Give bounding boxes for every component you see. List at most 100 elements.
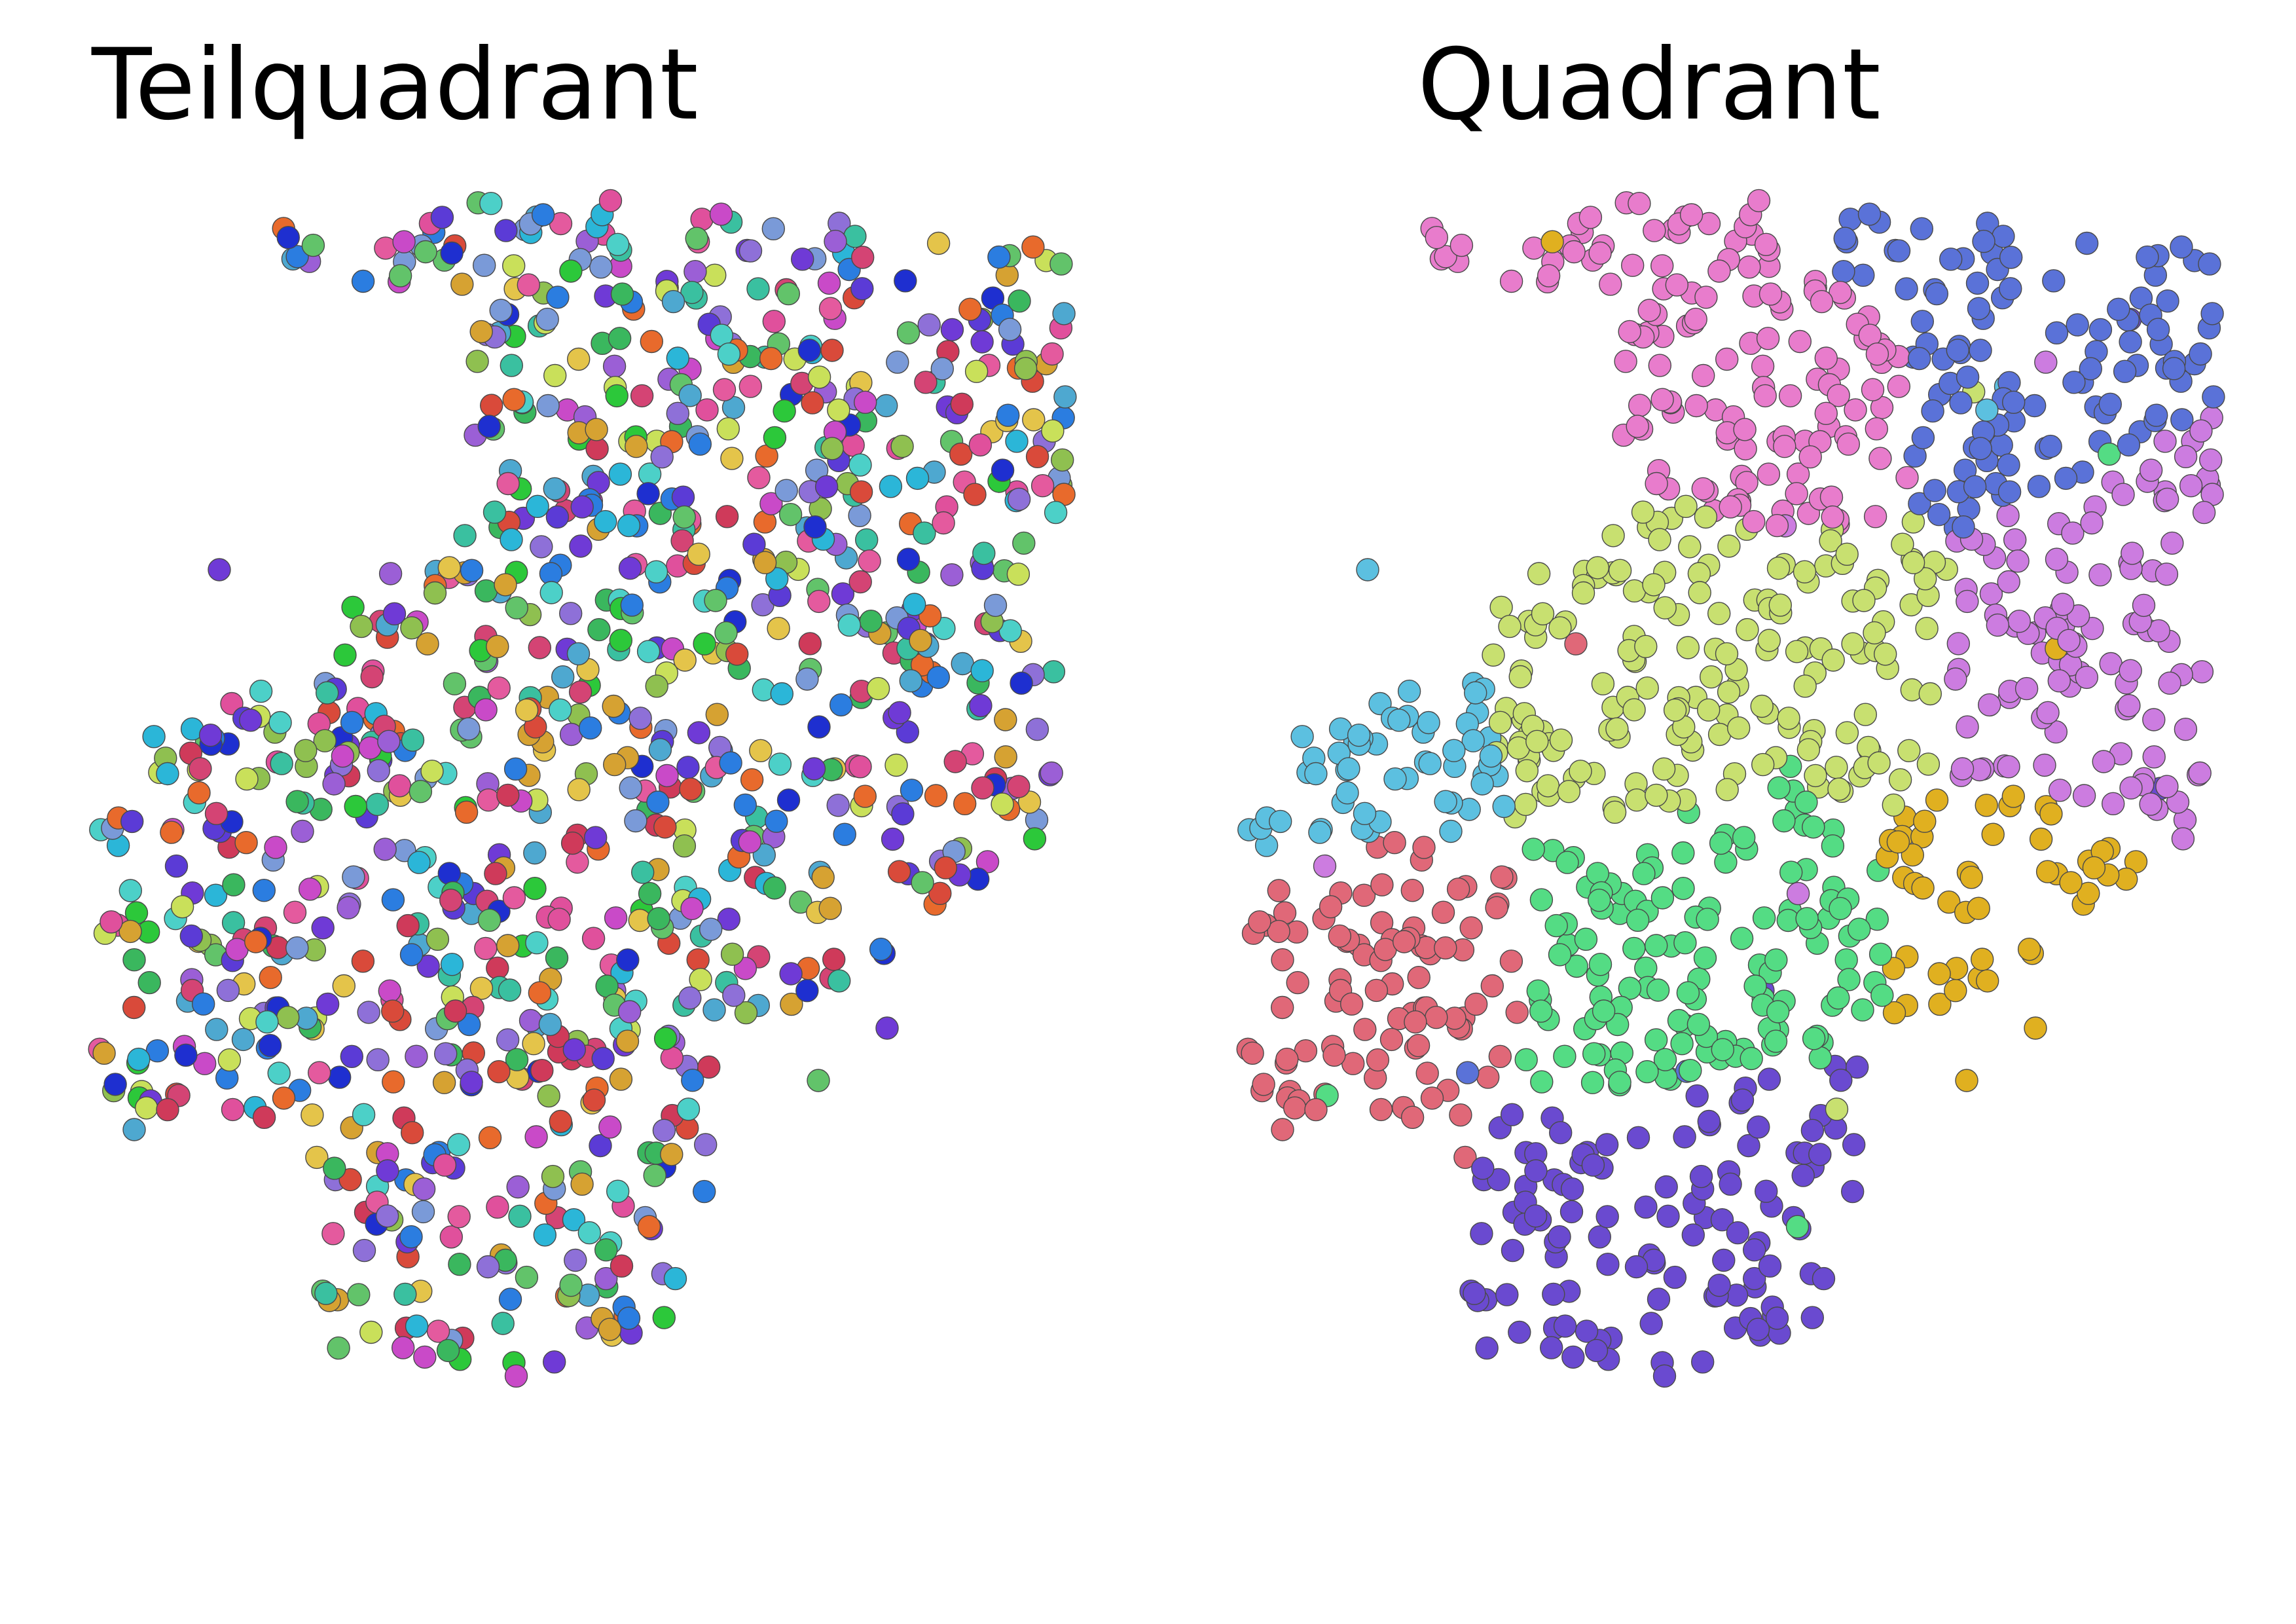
settlement-dot [1802, 1027, 1826, 1050]
settlement-dot [618, 1000, 642, 1024]
settlement-dot [285, 790, 309, 813]
settlement-dot [388, 774, 412, 798]
settlement-dot [2101, 792, 2125, 816]
settlement-dot [1785, 482, 1808, 506]
settlement-dot [2006, 549, 2030, 573]
settlement-dot [1707, 1273, 1731, 1297]
settlement-dot [671, 485, 695, 509]
settlement-dot [1574, 927, 1598, 951]
settlement-dot [1653, 1048, 1677, 1071]
settlement-dot [1847, 917, 1871, 941]
settlement-dot [1637, 299, 1661, 322]
settlement-dot [1999, 246, 2023, 269]
settlement-dot [416, 632, 439, 655]
settlement-dot [448, 1252, 471, 1276]
settlement-dot [650, 445, 674, 469]
settlement-dot [814, 475, 839, 498]
settlement-dot [340, 710, 364, 735]
settlement-dot [606, 232, 630, 256]
settlement-dot [2047, 669, 2071, 693]
settlement-dot [738, 239, 763, 263]
settlement-dot [998, 318, 1022, 341]
settlement-dot [294, 739, 318, 762]
settlement-dot [1267, 919, 1290, 944]
settlement-dot [567, 347, 591, 371]
settlement-dot [848, 755, 872, 779]
settlement-dot [378, 979, 401, 1003]
settlement-dot [1522, 838, 1545, 861]
settlement-dot [1434, 936, 1457, 960]
settlement-dot [1717, 680, 1741, 704]
settlement-dot [1608, 1071, 1631, 1094]
settlement-dot [1400, 1105, 1425, 1130]
settlement-dot [1694, 505, 1718, 529]
settlement-dot [2107, 297, 2130, 321]
settlement-dot [235, 767, 259, 791]
settlement-dot [820, 339, 844, 362]
settlement-dot [399, 1225, 423, 1249]
settlement-dot [505, 1048, 529, 1071]
settlement-dot [896, 547, 920, 571]
settlement-dot [1715, 778, 1739, 802]
settlement-dot [1645, 934, 1668, 957]
settlement-dot [1308, 821, 1332, 844]
settlement-dot [646, 790, 670, 814]
settlement-dot [1584, 1338, 1609, 1363]
settlement-dot [2014, 676, 2039, 701]
settlement-dot [1965, 271, 1990, 295]
settlement-dot [1808, 1046, 1832, 1070]
settlement-dot [826, 794, 850, 817]
settlement-dot [738, 375, 763, 398]
settlement-dot [917, 313, 941, 337]
settlement-dot [486, 1195, 509, 1219]
settlement-dot [909, 629, 932, 652]
settlement-dot [401, 728, 425, 752]
settlement-dot [221, 1098, 245, 1122]
settlement-dot [137, 970, 161, 995]
settlement-dot [725, 642, 749, 666]
settlement-dot [1800, 1306, 1824, 1329]
settlement-dot [1319, 895, 1343, 919]
settlement-dot [850, 246, 875, 269]
settlement-dot [1712, 1248, 1736, 1272]
settlement-dot [1588, 952, 1613, 976]
settlement-dot [1557, 779, 1581, 803]
settlement-dot [562, 1208, 586, 1232]
settlement-dot [443, 672, 467, 695]
settlement-dot [2097, 442, 2121, 466]
settlement-dot [1286, 970, 1309, 995]
settlement-dot [1887, 239, 1911, 263]
settlement-dot [187, 781, 211, 805]
settlement-dot [1647, 1287, 1671, 1311]
settlement-dot [100, 910, 123, 934]
settlement-dot [807, 365, 831, 389]
settlement-dot [351, 950, 375, 973]
settlement-dot [996, 403, 1020, 427]
settlement-dot [1736, 618, 1759, 642]
settlement-dot [479, 192, 503, 215]
settlement-dot [1937, 890, 1961, 914]
settlement-dot [1313, 854, 1337, 878]
settlement-dot [517, 273, 540, 297]
settlement-dot [1643, 219, 1666, 242]
settlement-dot [1571, 581, 1595, 605]
settlement-dot [533, 1223, 556, 1247]
settlement-dot [1508, 665, 1532, 689]
settlement-dot [566, 642, 591, 666]
settlement-dot [1588, 889, 1611, 912]
settlement-dot [409, 779, 433, 803]
settlement-dot [905, 466, 930, 490]
settlement-dot [1865, 907, 1889, 931]
settlement-dot [1800, 1118, 1825, 1143]
settlement-dot [1252, 1073, 1275, 1096]
settlement-dot [822, 948, 846, 971]
settlement-dot [848, 453, 872, 477]
settlement-dot [1841, 632, 1865, 655]
settlement-dot [2098, 392, 2123, 416]
settlement-dot [653, 1027, 678, 1050]
settlement-dot [924, 784, 948, 807]
settlement-dot [208, 558, 231, 581]
settlement-dot [680, 280, 704, 304]
settlement-dot [1040, 342, 1064, 366]
settlement-dot [589, 1134, 612, 1158]
